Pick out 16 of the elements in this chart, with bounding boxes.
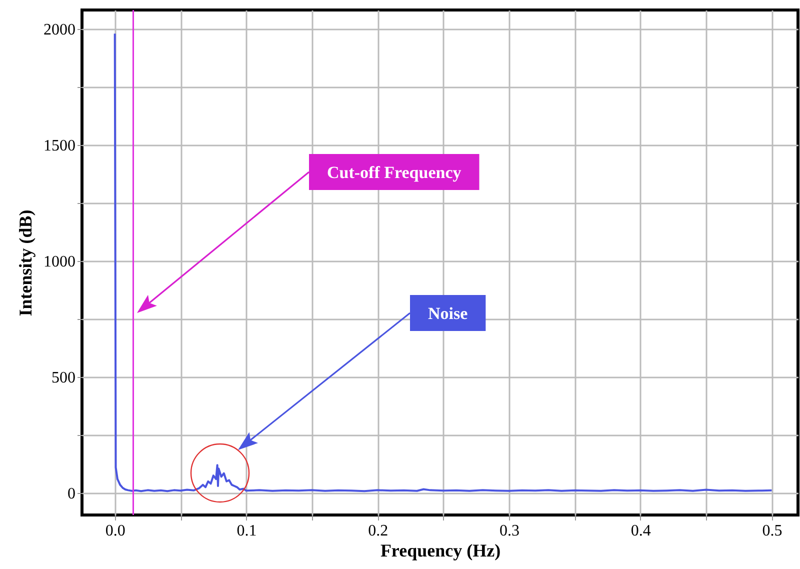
line-series [114,32,773,492]
x-axis-title: Frequency (Hz) [380,540,501,560]
y-tick-label: 2000 [44,22,76,39]
y-tick-label: 1500 [44,138,76,155]
x-tick-label: 0.1 [236,522,257,540]
x-tick-label: 0.0 [105,522,126,540]
x-tick-label: 0.4 [630,522,651,540]
y-tick-label: 500 [52,369,76,386]
annotation: Cut-off Frequency [327,163,462,182]
y-tick-label: 1000 [44,253,76,270]
y-tick-label: 0 [68,485,76,502]
x-tick-label: 0.3 [499,522,520,540]
y-axis-title: Intensity (dB) [16,210,36,316]
x-tick-label: 0.2 [368,522,388,540]
annotation: Noise [428,304,468,323]
x-tick-label: 0.5 [762,522,782,540]
